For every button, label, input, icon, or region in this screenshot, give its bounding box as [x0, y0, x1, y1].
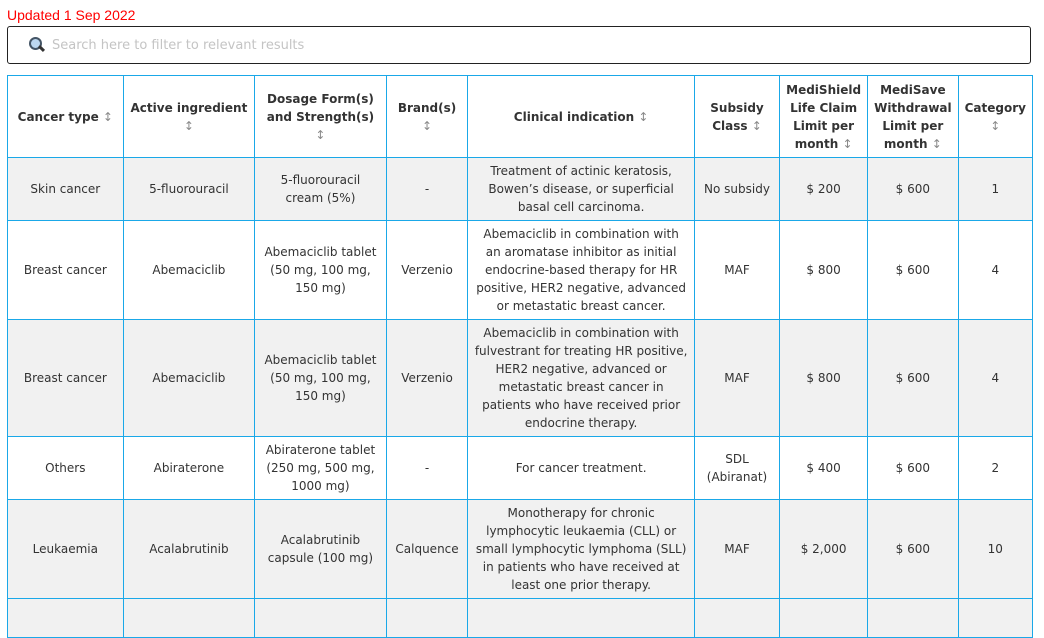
cell-clinical-indication: Monotherapy for chronic lymphocytic leuk… [467, 499, 695, 599]
column-header-label: Cancer type [17, 109, 99, 124]
sort-icon[interactable]: ↕ [638, 109, 649, 124]
column-header-clinical-indication[interactable]: Clinical indication ↕ [467, 75, 695, 158]
column-header-dosage-form[interactable]: Dosage Form(s) and Strength(s) ↕ [254, 75, 387, 158]
column-header-medisave-limit[interactable]: MediSave Withdrawal Limit per month ↕ [867, 75, 959, 158]
sort-icon[interactable]: ↕ [751, 118, 762, 133]
cell-dosage-form: Abiraterone tablet (250 mg, 500 mg, 1000… [254, 436, 387, 500]
updated-date: Updated 1 Sep 2022 [7, 7, 136, 23]
table-body: Skin cancer 5-fluorouracil 5-fluorouracil … [7, 157, 1034, 638]
sort-icon[interactable]: ↕ [422, 118, 433, 133]
column-header-label: MediShield Life Claim Limit per month [786, 82, 862, 151]
cell-clinical-indication: For cancer treatment. [467, 436, 695, 500]
cell-empty [122, 598, 256, 638]
column-header-brand[interactable]: Brand(s) ↕ [385, 75, 469, 158]
sort-icon[interactable]: ↕ [990, 118, 1001, 133]
cell-empty [693, 598, 781, 638]
cell-medishield-limit: $ 2,000 [779, 499, 869, 599]
cell-medishield-limit: $ 200 [779, 157, 869, 221]
sort-icon[interactable]: ↕ [931, 136, 942, 151]
cell-active-ingredient: Abemaciclib [122, 319, 256, 437]
cell-medisave-limit: $ 600 [867, 319, 959, 437]
cell-active-ingredient: Abiraterone [122, 436, 256, 500]
sort-icon[interactable]: ↕ [842, 136, 853, 151]
cell-cancer-type: Skin cancer [7, 157, 124, 221]
table-row: Skin cancer 5-fluorouracil 5-fluorouracil … [7, 157, 1034, 221]
cell-dosage-form: Abemaciclib tablet (50 mg, 100 mg, 150 m… [254, 220, 387, 320]
cell-brand: Calquence [385, 499, 469, 599]
cell-medishield-limit: $ 800 [779, 220, 869, 320]
cell-category: 2 [957, 436, 1034, 500]
cell-dosage-form: 5-fluorouracil cream (5%) [254, 157, 387, 221]
sort-icon[interactable]: ↕ [102, 109, 113, 124]
search-bar[interactable] [7, 26, 1031, 64]
cell-category: 4 [957, 220, 1034, 320]
column-header-label: Dosage Form(s) and Strength(s) [266, 91, 375, 124]
column-header-label: Clinical indication [513, 109, 635, 124]
column-header-label: MediSave Withdrawal Limit per month [874, 82, 952, 151]
cell-category: 10 [957, 499, 1034, 599]
column-header-subsidy-class[interactable]: Subsidy Class ↕ [693, 75, 781, 158]
column-header-category[interactable]: Category ↕ [957, 75, 1034, 158]
sort-icon[interactable]: ↕ [315, 127, 326, 142]
cell-empty [254, 598, 387, 638]
cell-active-ingredient: Abemaciclib [122, 220, 256, 320]
cell-dosage-form: Acalabrutinib capsule (100 mg) [254, 499, 387, 599]
cell-medisave-limit: $ 600 [867, 499, 959, 599]
cell-category: 4 [957, 319, 1034, 437]
cell-subsidy-class: No subsidy [693, 157, 781, 221]
magnifier-icon [28, 36, 46, 54]
cell-empty [779, 598, 869, 638]
cell-medishield-limit: $ 400 [779, 436, 869, 500]
cell-cancer-type: Breast cancer [7, 319, 124, 437]
cell-category: 1 [957, 157, 1034, 221]
cell-cancer-type: Leukaemia [7, 499, 124, 599]
column-header-cancer-type[interactable]: Cancer type ↕ [7, 75, 124, 158]
cell-clinical-indication: Abemaciclib in combination with an aroma… [467, 220, 695, 320]
drug-table: Cancer type ↕ Active ingredient ↕ Dosage F… [7, 75, 1034, 638]
cell-subsidy-class: SDL (Abiranat) [693, 436, 781, 500]
table-row [7, 598, 1034, 638]
search-input[interactable] [50, 36, 954, 54]
cell-empty [867, 598, 959, 638]
cell-active-ingredient: Acalabrutinib [122, 499, 256, 599]
cell-clinical-indication: Abemaciclib in combination with fulvestr… [467, 319, 695, 437]
column-header-medishield-limit[interactable]: MediShield Life Claim Limit per month ↕ [779, 75, 869, 158]
table-row: Breast cancer Abemaciclib Abemaciclib tabl… [7, 220, 1034, 320]
column-header-label: Brand(s) [397, 100, 457, 115]
cell-empty [385, 598, 469, 638]
cell-medisave-limit: $ 600 [867, 220, 959, 320]
cell-clinical-indication: Treatment of actinic keratosis, Bowen’s … [467, 157, 695, 221]
sort-icon[interactable]: ↕ [183, 118, 194, 133]
header-row: Cancer type ↕ Active ingredient ↕ Dosage F… [7, 75, 1034, 158]
cell-cancer-type: Others [7, 436, 124, 500]
cell-brand: Verzenio [385, 319, 469, 437]
cell-brand: - [385, 157, 469, 221]
table-row: Leukaemia Acalabrutinib Acalabrutinib caps… [7, 499, 1034, 599]
table-row: Breast cancer Abemaciclib Abemaciclib tabl… [7, 319, 1034, 437]
cell-subsidy-class: MAF [693, 499, 781, 599]
cell-brand: - [385, 436, 469, 500]
cell-subsidy-class: MAF [693, 319, 781, 437]
cell-cancer-type: Breast cancer [7, 220, 124, 320]
cell-active-ingredient: 5-fluorouracil [122, 157, 256, 221]
cell-subsidy-class: MAF [693, 220, 781, 320]
cell-empty [467, 598, 695, 638]
column-header-label: Category [964, 100, 1026, 115]
cell-empty [957, 598, 1034, 638]
cell-medisave-limit: $ 600 [867, 436, 959, 500]
column-header-active-ingredient[interactable]: Active ingredient ↕ [122, 75, 256, 158]
cell-medishield-limit: $ 800 [779, 319, 869, 437]
column-header-label: Active ingredient [130, 100, 248, 115]
cell-brand: Verzenio [385, 220, 469, 320]
cell-dosage-form: Abemaciclib tablet (50 mg, 100 mg, 150 m… [254, 319, 387, 437]
cell-medisave-limit: $ 600 [867, 157, 959, 221]
table-row: Others Abiraterone Abiraterone tablet (250… [7, 436, 1034, 500]
column-header-label: Subsidy Class [710, 100, 764, 133]
cell-empty [7, 598, 124, 638]
